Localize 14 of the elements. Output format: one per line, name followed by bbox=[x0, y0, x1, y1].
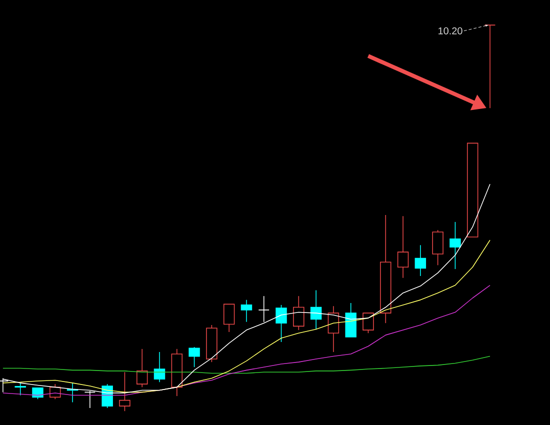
candlestick bbox=[414, 244, 426, 276]
candlestick bbox=[397, 216, 409, 278]
candlestick bbox=[450, 222, 461, 270]
candlestick bbox=[258, 296, 270, 322]
annotation: 10.20 bbox=[438, 27, 462, 34]
candlestick bbox=[154, 352, 166, 383]
candlestick bbox=[380, 214, 392, 324]
candlestick bbox=[310, 290, 322, 330]
candlestick bbox=[171, 348, 183, 396]
candlestick bbox=[136, 348, 148, 388]
candlestick bbox=[240, 300, 252, 322]
candlestick bbox=[328, 306, 340, 352]
candlestick bbox=[50, 384, 61, 400]
candlestick bbox=[14, 382, 26, 396]
